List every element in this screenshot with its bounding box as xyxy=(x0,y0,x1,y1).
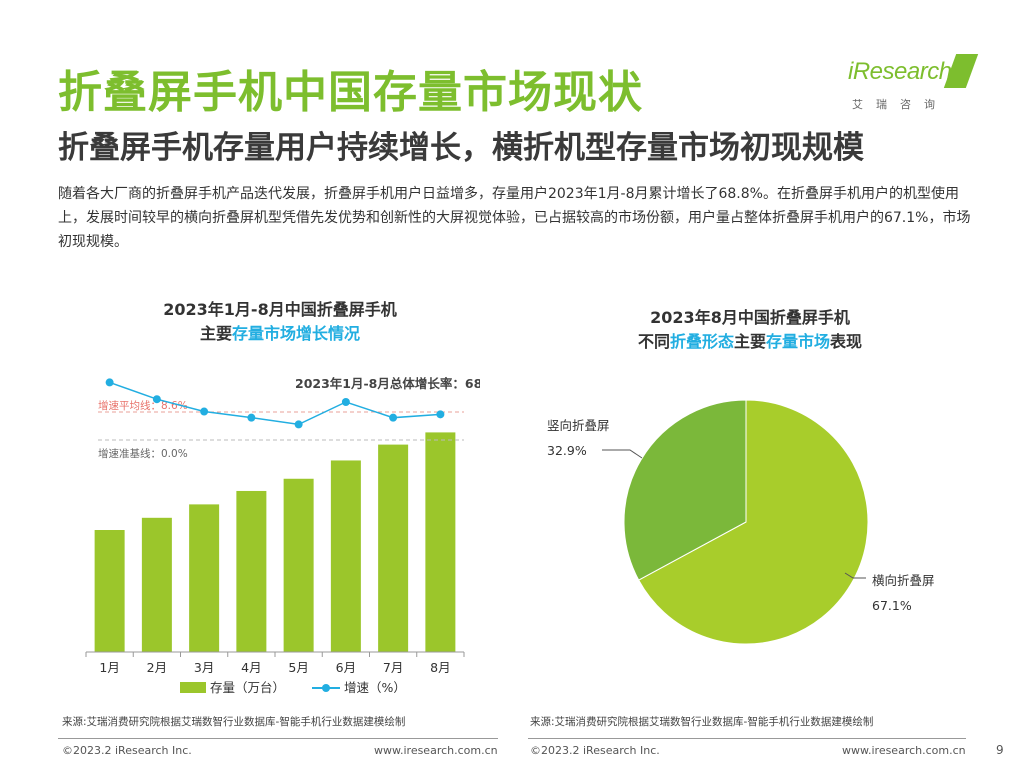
left-source-note: 来源:艾瑞消费研究院根据艾瑞数智行业数据库-智能手机行业数据建模绘制 xyxy=(62,716,406,728)
logo-chinese-name: 艾瑞咨询 xyxy=(852,98,948,111)
growth-point-7 xyxy=(389,413,398,422)
pie-leader-horizontal xyxy=(844,572,866,579)
growth-point-1 xyxy=(105,378,114,387)
bar-8 xyxy=(425,432,456,652)
footer-divider-right xyxy=(528,738,966,739)
growth-point-3 xyxy=(200,407,209,416)
pie-label-vertical-value: 32.9% xyxy=(547,443,587,458)
growth-point-8 xyxy=(436,410,445,419)
footer-copyright-left: ©2023.2 iResearch Inc. xyxy=(62,744,192,757)
x-tick-label: 4月 xyxy=(241,660,261,675)
legend-bar-swatch xyxy=(180,682,206,693)
pie-leader-vertical xyxy=(602,449,643,459)
pie-label-vertical-name: 竖向折叠屏 xyxy=(547,418,610,433)
right-title-text-b: 主要 xyxy=(733,332,766,351)
left-chart-title-line2: 主要存量市场增长情况 xyxy=(110,322,450,346)
pie-label-horizontal-name: 横向折叠屏 xyxy=(872,573,935,588)
footer-divider-left xyxy=(58,738,498,739)
x-tick-label: 1月 xyxy=(99,660,119,675)
right-title-highlight-2: 存量市场 xyxy=(766,332,831,351)
right-chart-title-line2: 不同折叠形态主要存量市场表现 xyxy=(580,330,920,354)
page-number: 9 xyxy=(996,743,1004,757)
bar-3 xyxy=(189,504,220,652)
bar-7 xyxy=(378,444,409,652)
legend-line-marker xyxy=(322,684,330,692)
left-title-text: 主要 xyxy=(199,324,232,343)
x-tick-label: 8月 xyxy=(430,660,450,675)
bar-6 xyxy=(330,460,361,652)
right-title-text-c: 表现 xyxy=(830,332,863,351)
right-chart-title-line1: 2023年8月中国折叠屏手机 xyxy=(650,308,850,327)
left-chart-title-line1: 2023年1月-8月中国折叠屏手机 xyxy=(163,300,397,319)
pie-slice-horizontal xyxy=(638,399,869,645)
pie-chart: 竖向折叠屏 32.9% 横向折叠屏 67.1% xyxy=(547,399,935,645)
bar-1 xyxy=(94,530,125,652)
page-description: 随着各大厂商的折叠屏手机产品迭代发展，折叠屏手机用户日益增多，存量用户2023年… xyxy=(58,186,971,250)
x-axis: 1月 2月 3月 4月 5月 6月 7月 8月 xyxy=(85,651,465,675)
legend-line-label: 增速（%） xyxy=(344,680,406,695)
x-tick-label: 6月 xyxy=(336,660,356,675)
x-tick-label: 5月 xyxy=(288,660,308,675)
growth-point-2 xyxy=(152,395,161,404)
x-tick-label: 3月 xyxy=(194,660,214,675)
right-title-text-a: 不同 xyxy=(637,332,670,351)
growth-point-6 xyxy=(341,398,350,406)
right-title-highlight-1: 折叠形态 xyxy=(669,332,734,351)
footer-url-right[interactable]: www.iresearch.com.cn xyxy=(842,744,966,757)
bar-2 xyxy=(141,517,172,652)
legend-bar-label: 存量（万台） xyxy=(210,680,285,695)
total-growth-label: 2023年1月-8月总体增长率：68.8% xyxy=(295,376,480,391)
pie-label-horizontal-value: 67.1% xyxy=(872,598,912,613)
left-title-highlight: 存量市场增长情况 xyxy=(232,324,361,343)
left-chart-title: 2023年1月-8月中国折叠屏手机 主要存量市场增长情况 xyxy=(110,298,450,346)
growth-point-4 xyxy=(247,413,256,422)
growth-line-layer xyxy=(105,378,445,429)
footer-copyright-right: ©2023.2 iResearch Inc. xyxy=(530,744,660,757)
bar-5 xyxy=(283,478,314,652)
growth-line xyxy=(109,381,441,426)
page-title: 折叠屏手机中国存量市场现状 xyxy=(58,67,643,118)
right-chart-title: 2023年8月中国折叠屏手机 不同折叠形态主要存量市场表现 xyxy=(580,306,920,354)
pie-slices xyxy=(623,399,869,645)
x-tick-label: 2月 xyxy=(147,660,167,675)
bar-4 xyxy=(236,490,267,652)
growth-point-5 xyxy=(294,420,303,429)
avg-line-label: 增速平均线：8.6% xyxy=(98,399,188,412)
x-tick-label: 7月 xyxy=(383,660,403,675)
reference-lines xyxy=(98,411,464,441)
logo-wordmark: iResearch xyxy=(848,58,952,85)
iresearch-logo: iResearch 艾瑞咨询 xyxy=(842,54,979,116)
page-subtitle: 折叠屏手机存量用户持续增长，横折机型存量市场初现规模 xyxy=(58,130,864,166)
right-source-note: 来源:艾瑞消费研究院根据艾瑞数智行业数据库-智能手机行业数据建模绘制 xyxy=(530,716,874,728)
bar-line-chart: 2023年1月-8月总体增长率：68.8% 增速平均线：8.6% 增速准基线：0… xyxy=(85,376,480,695)
pie-slice-vertical xyxy=(623,399,747,581)
base-line-label: 增速准基线：0.0% xyxy=(98,447,188,460)
footer-url-left[interactable]: www.iresearch.com.cn xyxy=(374,744,498,757)
bar-layer xyxy=(94,432,456,652)
